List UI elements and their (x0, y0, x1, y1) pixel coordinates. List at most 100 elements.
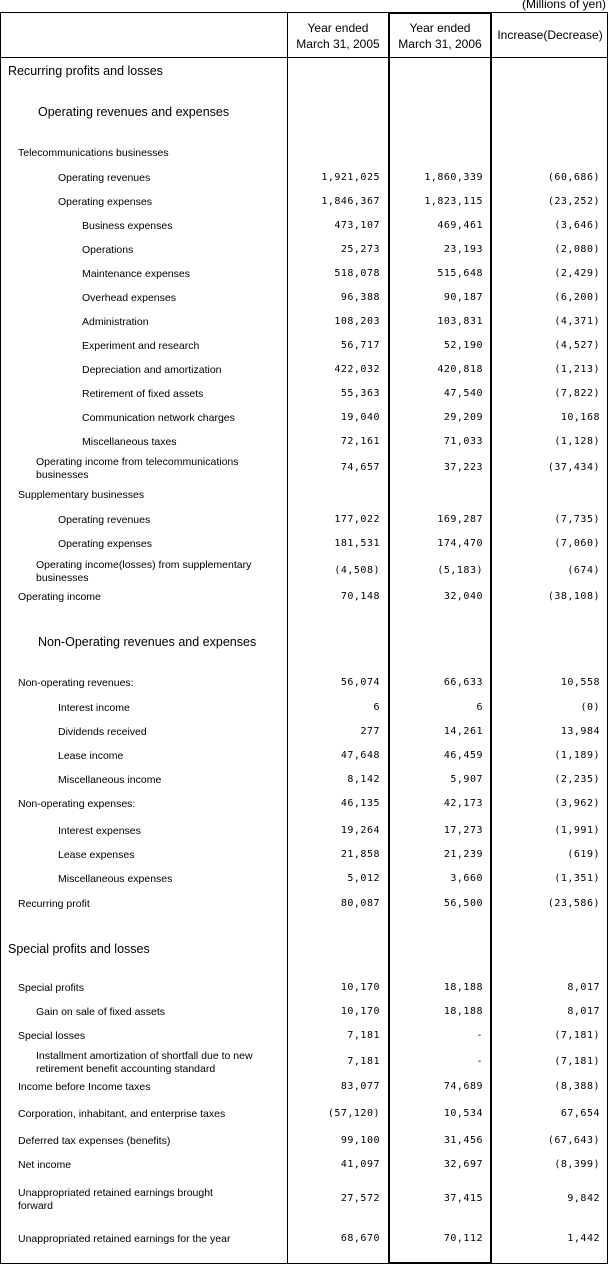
value-fy2006: 420,818 (437, 364, 483, 375)
value-fy2005: 70,148 (340, 591, 380, 602)
row-label: Non-operating revenues: (18, 677, 134, 689)
value-fy2005: 10,170 (340, 1006, 380, 1017)
value-fy2006: 3,660 (450, 873, 483, 884)
row-label: Corporation, inhabitant, and enterprise … (18, 1108, 226, 1120)
value-change: (2,080) (554, 244, 600, 255)
value-fy2006: 37,415 (443, 1193, 483, 1204)
section-heading: Special profits and losses (8, 942, 150, 956)
value-change: (1,189) (554, 750, 600, 761)
header-fy2005: Year ended March 31, 2005 (296, 21, 380, 51)
value-fy2005: 96,388 (340, 292, 380, 303)
value-change: (4,371) (554, 316, 600, 327)
value-fy2005: 99,100 (340, 1135, 380, 1146)
value-change: 13,984 (560, 726, 600, 737)
row-label: Income before Income taxes (18, 1081, 151, 1093)
row-label: Miscellaneous taxes (82, 436, 177, 448)
row-label: Dividends received (58, 726, 147, 738)
row-label: Net income (18, 1159, 72, 1171)
table-top-border (0, 12, 608, 13)
value-fy2006: 46,459 (443, 750, 483, 761)
value-fy2006: 17,273 (443, 825, 483, 836)
value-fy2006: 1,823,115 (424, 196, 483, 207)
value-fy2005: 19,040 (340, 412, 380, 423)
row-label: Operating revenues (58, 172, 151, 184)
value-change: 10,168 (560, 412, 600, 423)
value-fy2005: 422,032 (334, 364, 380, 375)
value-change: (674) (567, 565, 600, 576)
value-fy2006: 103,831 (437, 316, 483, 327)
row-label: Administration (82, 316, 149, 328)
value-fy2005: 7,181 (347, 1030, 380, 1041)
value-fy2005: 5,012 (347, 873, 380, 884)
value-fy2005: 8,142 (347, 774, 380, 785)
value-fy2006: 21,239 (443, 849, 483, 860)
value-fy2005: (57,120) (327, 1108, 380, 1119)
value-change: (23,586) (547, 898, 600, 909)
value-fy2006: 174,470 (437, 538, 483, 549)
value-change: (8,399) (554, 1159, 600, 1170)
value-fy2006: 32,697 (443, 1159, 483, 1170)
row-label: Installment amortization of shortfall du… (36, 1050, 253, 1075)
value-change: 1,442 (567, 1233, 600, 1244)
row-label: Interest income (58, 702, 130, 714)
value-change: (60,686) (547, 172, 600, 183)
value-fy2006: 515,648 (437, 268, 483, 279)
row-label: Unappropriated retained earnings for the… (18, 1233, 231, 1245)
value-fy2005: 46,135 (340, 798, 380, 809)
value-fy2006: - (476, 1030, 483, 1041)
row-label: Business expenses (82, 220, 173, 232)
row-label: Retirement of fixed assets (82, 388, 204, 400)
row-label: Deferred tax expenses (benefits) (18, 1135, 171, 1147)
row-label: Lease expenses (58, 849, 135, 861)
value-fy2005: 518,078 (334, 268, 380, 279)
value-change: (38,108) (547, 591, 600, 602)
value-fy2006: 469,461 (437, 220, 483, 231)
row-label: Operating expenses (58, 196, 152, 208)
row-label: Depreciation and amortization (82, 364, 222, 376)
row-label: Supplementary businesses (18, 489, 145, 501)
row-label: Operating income(losses) from supplement… (36, 559, 252, 584)
value-fy2005: 80,087 (340, 898, 380, 909)
row-label: Maintenance expenses (82, 268, 190, 280)
value-fy2005: 277 (360, 726, 380, 737)
value-fy2006: 169,287 (437, 514, 483, 525)
value-fy2005: 25,273 (340, 244, 380, 255)
row-label: Experiment and research (82, 340, 200, 352)
value-fy2005: 72,161 (340, 436, 380, 447)
value-change: (4,527) (554, 340, 600, 351)
value-fy2006: 71,033 (443, 436, 483, 447)
value-fy2006: 10,534 (443, 1108, 483, 1119)
value-change: (1,351) (554, 873, 600, 884)
value-fy2005: (4,508) (334, 565, 380, 576)
col-border (287, 12, 288, 1264)
row-label: Interest expenses (58, 825, 141, 837)
value-fy2006: 56,500 (443, 898, 483, 909)
value-fy2005: 74,657 (340, 462, 380, 473)
value-fy2006: 90,187 (443, 292, 483, 303)
header-fy2006: Year ended March 31, 2006 (398, 21, 482, 51)
value-fy2005: 6 (373, 702, 380, 713)
value-fy2005: 68,670 (340, 1233, 380, 1244)
value-fy2006: 37,223 (443, 462, 483, 473)
value-change: (1,128) (554, 436, 600, 447)
value-change: (0) (580, 702, 600, 713)
header-change: Increase(Decrease) (497, 28, 603, 42)
value-fy2005: 1,846,367 (321, 196, 380, 207)
value-change: 67,654 (560, 1108, 600, 1119)
row-label: Operating revenues (58, 514, 151, 526)
value-change: (7,735) (554, 514, 600, 525)
value-fy2006: 1,860,339 (424, 172, 483, 183)
fy2006-highlight-box (388, 12, 492, 1264)
col-border (0, 12, 1, 1264)
value-fy2005: 41,097 (340, 1159, 380, 1170)
value-fy2005: 83,077 (340, 1081, 380, 1092)
row-label: Operations (82, 244, 134, 256)
value-fy2006: 74,689 (443, 1081, 483, 1092)
value-change: (67,643) (547, 1135, 600, 1146)
value-fy2005: 55,363 (340, 388, 380, 399)
value-change: 9,842 (567, 1193, 600, 1204)
value-change: (7,181) (554, 1030, 600, 1041)
value-fy2006: 14,261 (443, 726, 483, 737)
value-fy2005: 56,717 (340, 340, 380, 351)
row-label: Miscellaneous income (58, 774, 162, 786)
